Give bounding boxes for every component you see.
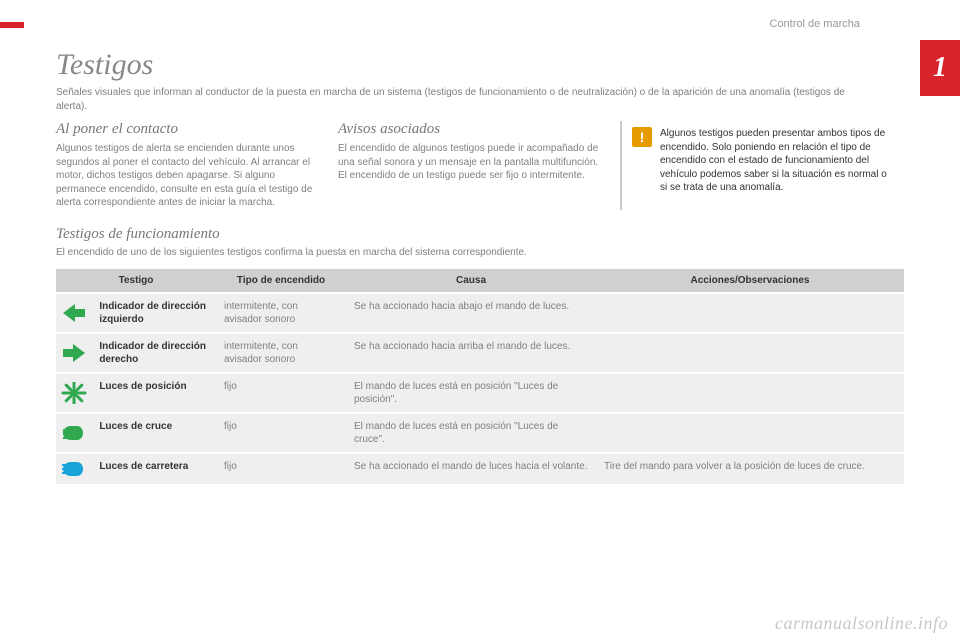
th-acciones: Acciones/Observaciones <box>596 269 904 292</box>
table-row: Luces de cruce fijo El mando de luces es… <box>56 414 904 452</box>
row-action <box>596 294 904 332</box>
breadcrumb: Control de marcha <box>770 18 861 30</box>
row-type: fijo <box>216 454 346 484</box>
row-cause: Se ha accionado hacia arriba el mando de… <box>346 334 596 372</box>
row-cause: El mando de luces está en posición "Luce… <box>346 414 596 452</box>
section-heading: Testigos de funcionamiento <box>56 226 904 243</box>
row-cause: Se ha accionado el mando de luces hacia … <box>346 454 596 484</box>
row-label: Indicador de dirección derecho <box>91 334 216 372</box>
col1-heading: Al poner el contacto <box>56 121 320 138</box>
row-type: intermitente, con avisador sonoro <box>216 334 346 372</box>
th-testigo: Testigo <box>56 269 216 292</box>
table-row: Indicador de dirección izquierdo intermi… <box>56 294 904 332</box>
row-action <box>596 334 904 372</box>
alert-box: ! Algunos testigos pueden presentar ambo… <box>620 121 904 210</box>
page-title: Testigos <box>56 48 904 82</box>
accent-bar <box>0 22 24 28</box>
row-type: intermitente, con avisador sonoro <box>216 294 346 332</box>
row-cause: Se ha accionado hacia abajo el mando de … <box>346 294 596 332</box>
row-label: Luces de carretera <box>91 454 216 484</box>
row-label: Indicador de dirección izquierdo <box>91 294 216 332</box>
table-row: Luces de posición fijo El mando de luces… <box>56 374 904 412</box>
section-sub: El encendido de uno de los siguientes te… <box>56 246 656 260</box>
col-contacto: Al poner el contacto Algunos testigos de… <box>56 121 320 210</box>
page-content: Testigos Señales visuales que informan a… <box>56 48 904 486</box>
chapter-tab: 1 <box>920 40 960 96</box>
row-action <box>596 374 904 412</box>
warning-icon: ! <box>632 127 652 147</box>
th-causa: Causa <box>346 269 596 292</box>
table-header-row: Testigo Tipo de encendido Causa Acciones… <box>56 269 904 292</box>
row-icon <box>56 334 91 372</box>
row-action <box>596 414 904 452</box>
intro-text: Señales visuales que informan al conduct… <box>56 86 876 113</box>
row-icon <box>56 414 91 452</box>
table-row: Indicador de dirección derecho intermite… <box>56 334 904 372</box>
watermark: carmanualsonline.info <box>775 613 948 634</box>
row-type: fijo <box>216 414 346 452</box>
row-cause: El mando de luces está en posición "Luce… <box>346 374 596 412</box>
row-icon <box>56 294 91 332</box>
row-action: Tire del mando para volver a la posición… <box>596 454 904 484</box>
col2-heading: Avisos asociados <box>338 121 602 138</box>
col1-body: Algunos testigos de alerta se encienden … <box>56 142 320 210</box>
row-type: fijo <box>216 374 346 412</box>
testigos-table: Testigo Tipo de encendido Causa Acciones… <box>56 267 904 486</box>
columns-row: Al poner el contacto Algunos testigos de… <box>56 121 904 210</box>
col-avisos: Avisos asociados El encendido de algunos… <box>338 121 602 210</box>
row-icon <box>56 454 91 484</box>
table-row: Luces de carretera fijo Se ha accionado … <box>56 454 904 484</box>
col2-body: El encendido de algunos testigos puede i… <box>338 142 602 183</box>
row-label: Luces de cruce <box>91 414 216 452</box>
alert-text: Algunos testigos pueden presentar ambos … <box>660 127 896 204</box>
th-tipo: Tipo de encendido <box>216 269 346 292</box>
row-label: Luces de posición <box>91 374 216 412</box>
row-icon <box>56 374 91 412</box>
